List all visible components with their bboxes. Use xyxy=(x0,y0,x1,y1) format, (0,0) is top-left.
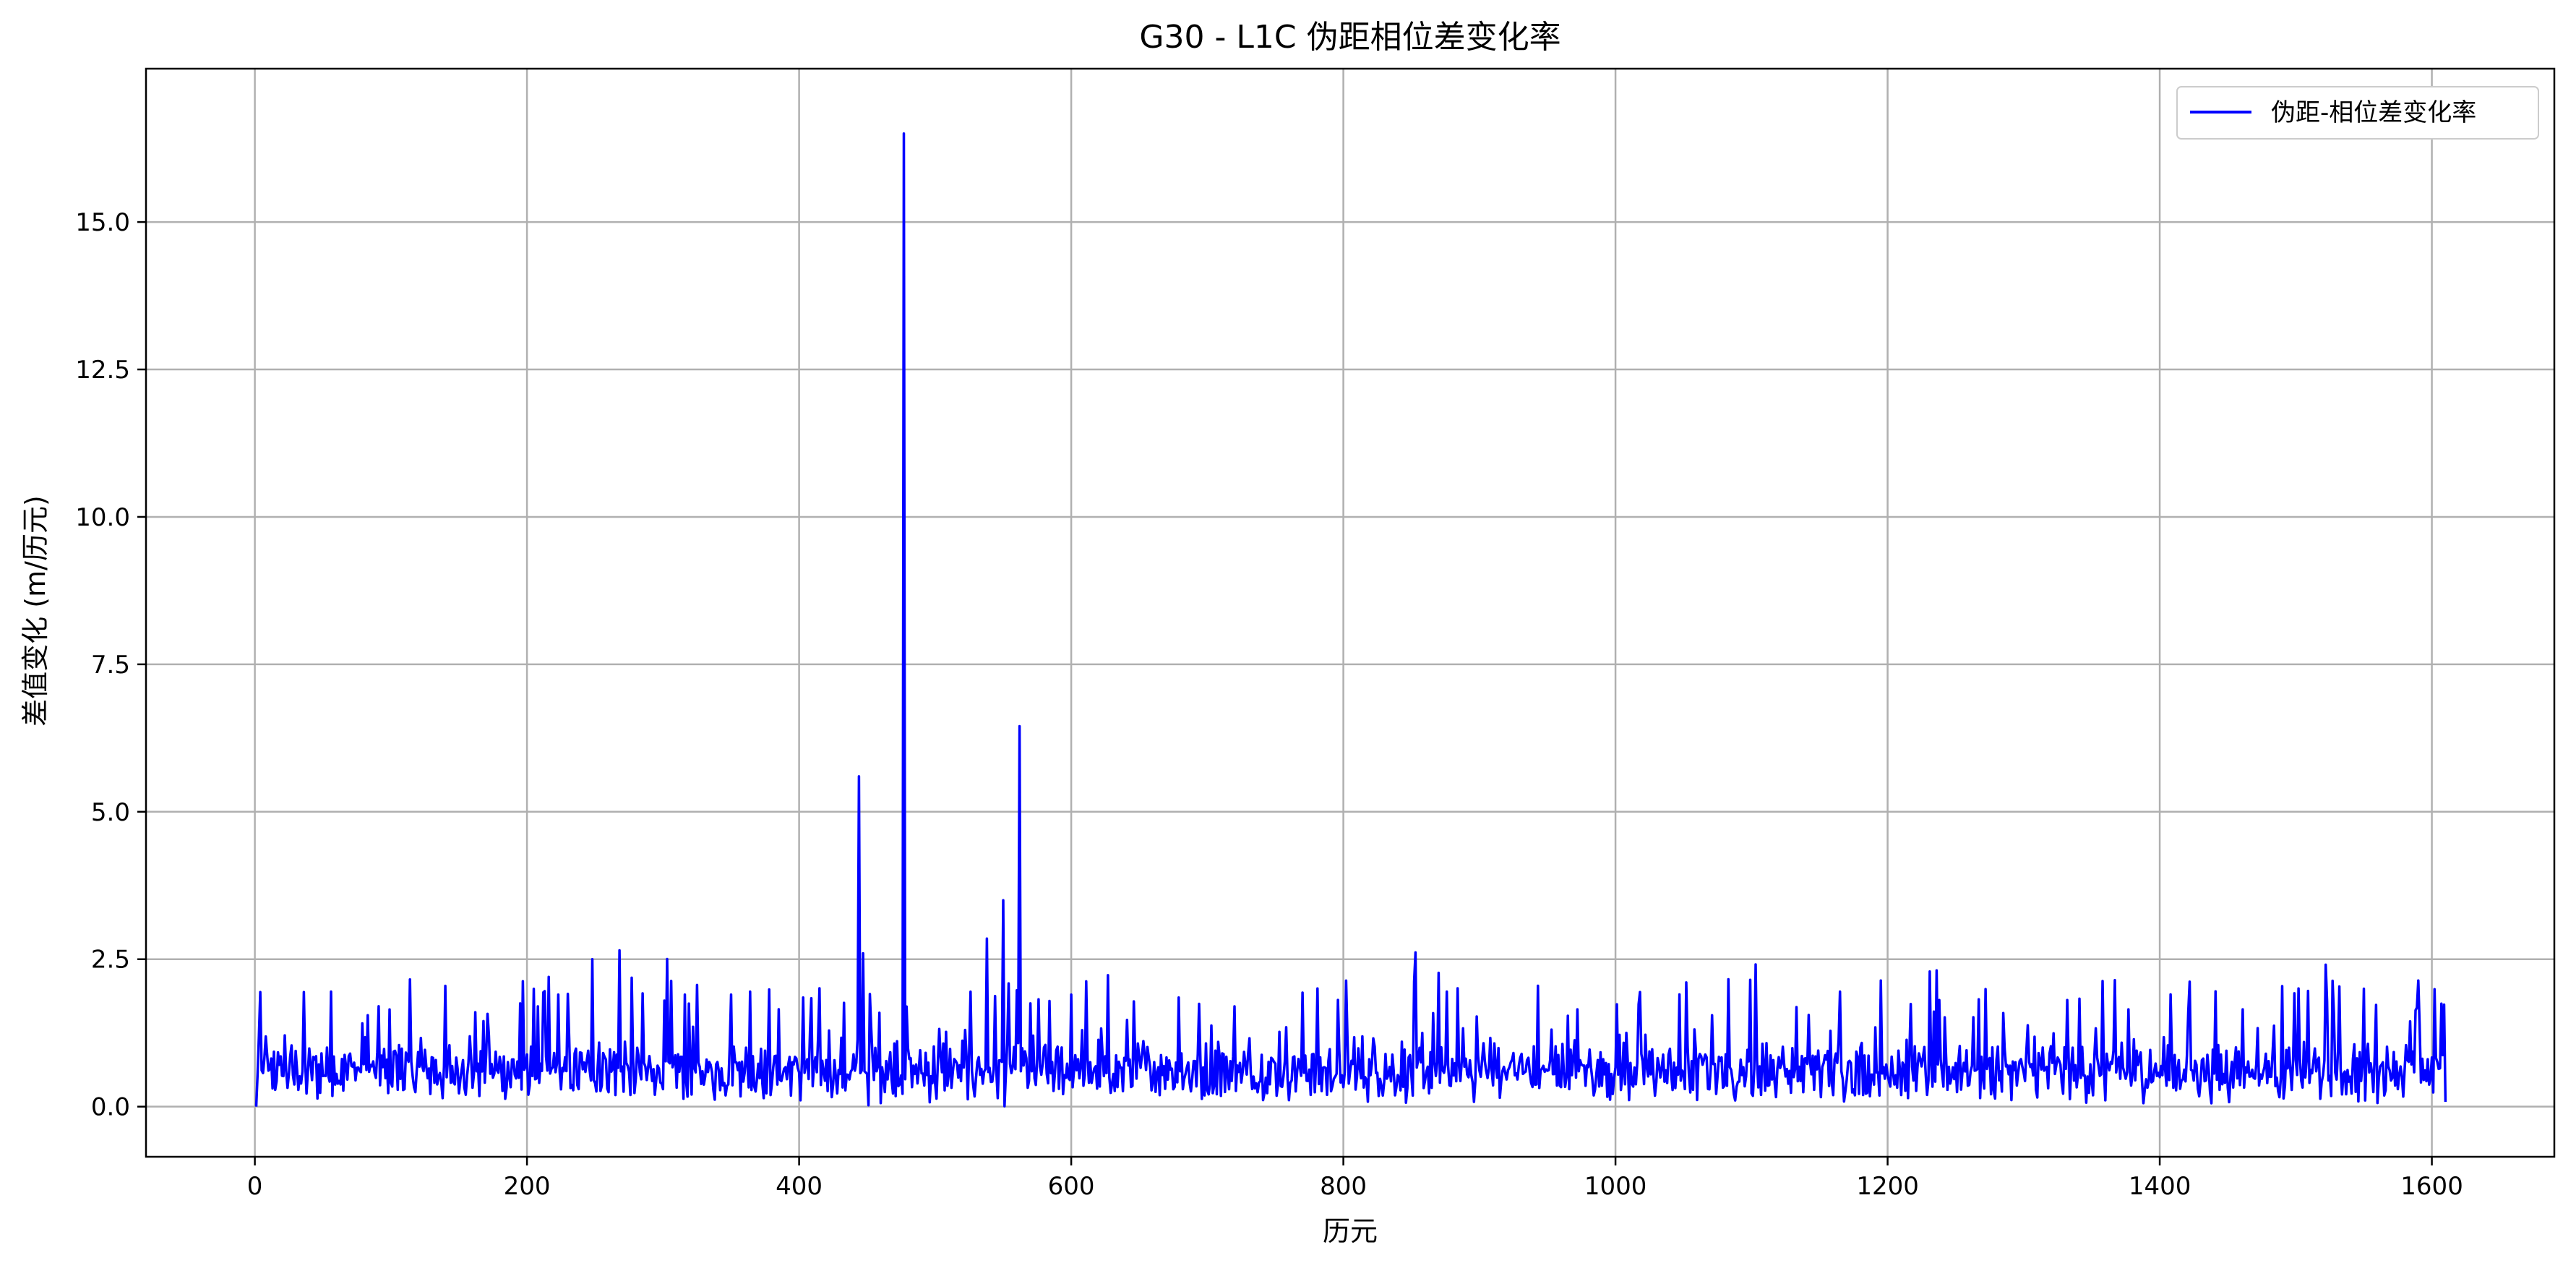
y-ticks: 0.0 2.5 5.0 7.5 10.0 12.5 15.0 xyxy=(75,208,146,1122)
series-line xyxy=(254,132,2447,1108)
y-tick-label: 10.0 xyxy=(75,503,130,532)
x-tick-label: 1600 xyxy=(2400,1172,2463,1201)
series-layer xyxy=(254,132,2447,1108)
x-tick-label: 400 xyxy=(776,1172,823,1201)
y-tick-label: 0.0 xyxy=(91,1093,130,1122)
y-tick-label: 15.0 xyxy=(75,208,130,237)
x-tick-label: 200 xyxy=(504,1172,551,1201)
x-tick-label: 0 xyxy=(247,1172,263,1201)
chart-title: G30 - L1C 伪距相位差变化率 xyxy=(1139,19,1560,56)
x-tick-label: 1000 xyxy=(1584,1172,1647,1201)
y-tick-label: 2.5 xyxy=(91,946,130,975)
plot-frame xyxy=(145,67,2556,1158)
x-tick-label: 600 xyxy=(1048,1172,1095,1201)
x-tick-label: 800 xyxy=(1320,1172,1367,1201)
y-tick-label: 12.5 xyxy=(75,356,130,385)
x-tick-label: 1200 xyxy=(1856,1172,1919,1201)
y-axis-title: 差值变化 (m/历元) xyxy=(20,495,51,727)
y-tick-label: 7.5 xyxy=(91,651,130,680)
legend-box xyxy=(2176,86,2539,140)
x-tick-label: 1400 xyxy=(2129,1172,2191,1201)
y-tick-label: 5.0 xyxy=(91,798,130,827)
x-ticks: 0 200 400 600 800 1000 1200 1400 1600 xyxy=(247,1157,2463,1201)
legend: 伪距-相位差变化率 xyxy=(2176,86,2539,140)
x-axis-title: 历元 xyxy=(1323,1215,1378,1247)
legend-label: 伪距-相位差变化率 xyxy=(2271,98,2476,127)
grid xyxy=(146,69,2554,1157)
